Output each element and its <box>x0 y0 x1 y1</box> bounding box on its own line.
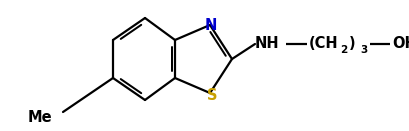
Text: OH: OH <box>392 37 409 51</box>
Text: (CH: (CH <box>309 37 339 51</box>
Text: N: N <box>205 18 217 32</box>
Text: 3: 3 <box>360 45 367 55</box>
Text: 2: 2 <box>340 45 347 55</box>
Text: S: S <box>207 88 217 102</box>
Text: NH: NH <box>255 37 280 51</box>
Text: ): ) <box>349 37 355 51</box>
Text: Me: Me <box>28 110 52 124</box>
